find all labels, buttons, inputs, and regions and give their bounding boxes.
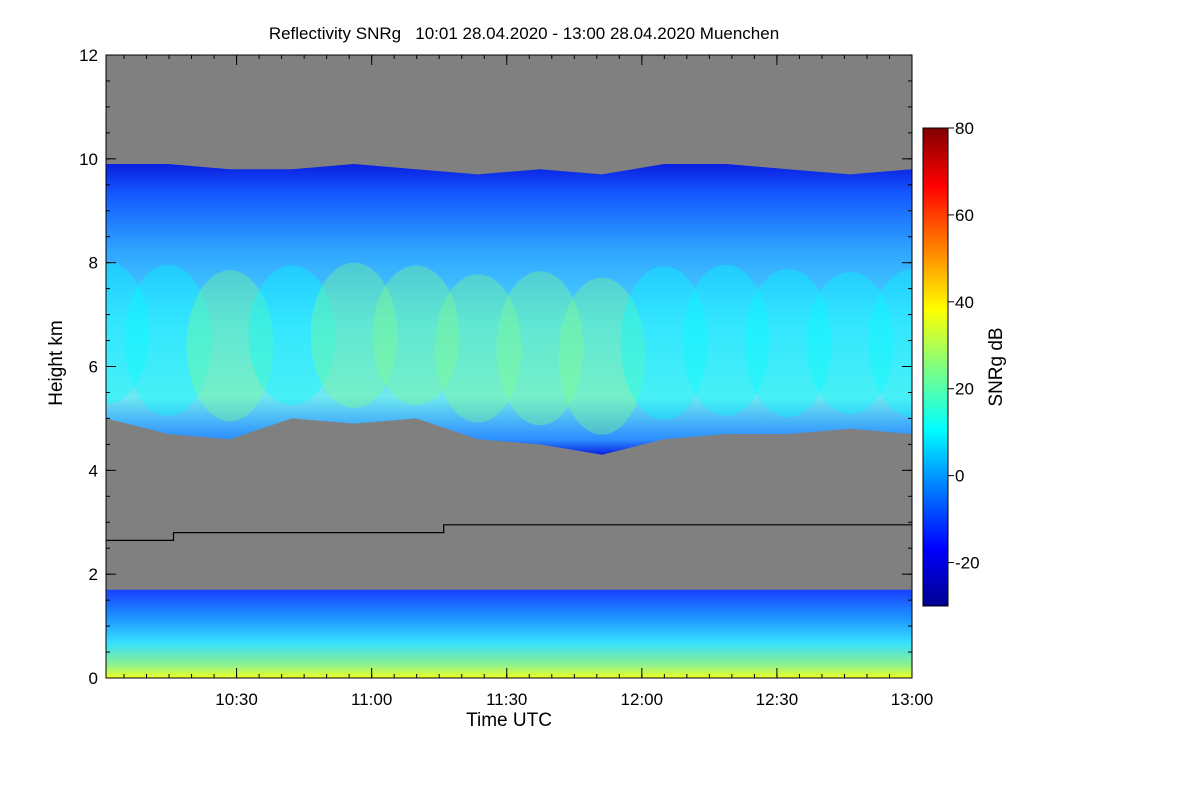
colorbar-label: SNRg dB [986, 327, 1007, 406]
colorbar-tick-label: 0 [955, 467, 964, 486]
y-tick-label: 12 [79, 46, 98, 65]
colorbar: -20 0 20 40 60 80 [922, 119, 980, 607]
cloud-core [496, 271, 584, 426]
cloud-core [434, 274, 522, 423]
x-tick-label: 10:30 [215, 690, 258, 709]
cloud-core [310, 262, 398, 408]
y-tick-label: 6 [89, 358, 98, 377]
cloud-core [744, 269, 832, 418]
boundary-line [106, 524, 912, 542]
cloud-core [682, 264, 770, 417]
cloud-core [806, 271, 894, 415]
chart-title: Reflectivity SNRg 10:01 28.04.2020 - 13:… [269, 24, 779, 43]
y-tick-label: 2 [89, 565, 98, 584]
boundary-layer-echo [106, 589, 912, 678]
colorbar-tick-label: 40 [955, 293, 974, 312]
y-tick-label: 4 [89, 461, 98, 480]
y-tick-label: 8 [89, 254, 98, 273]
plot-area [106, 55, 912, 678]
cloud-core [186, 270, 274, 422]
y-axis-label: Height km [46, 320, 67, 406]
colorbar-gradient [922, 127, 949, 607]
cloud-core [868, 269, 912, 418]
cloud-core [106, 261, 150, 404]
cloud-core [558, 277, 646, 435]
x-axis: 10:30 11:00 11:30 12:00 12:30 13:00 [123, 55, 934, 709]
y-tick-label: 0 [89, 669, 98, 688]
x-tick-label: 12:00 [621, 690, 664, 709]
cloud-layer-upper [106, 164, 912, 455]
x-tick-label: 11:30 [486, 690, 527, 709]
cloud-core [124, 264, 212, 417]
colorbar-tick-label: 80 [955, 119, 974, 138]
x-axis-label: Time UTC [466, 710, 552, 731]
colorbar-tick-label: 20 [955, 380, 974, 399]
cloud-core [372, 265, 460, 406]
cloud-core [248, 265, 336, 406]
colorbar-tick-label: 60 [955, 206, 974, 225]
x-tick-label: 13:00 [891, 690, 934, 709]
x-tick-label: 12:30 [756, 690, 799, 709]
y-tick-label: 10 [79, 150, 98, 169]
cloud-core [620, 266, 708, 421]
x-tick-label: 11:00 [351, 690, 392, 709]
colorbar-tick-label: -20 [955, 554, 980, 573]
y-axis: 0 2 4 6 8 10 12 [79, 46, 912, 688]
